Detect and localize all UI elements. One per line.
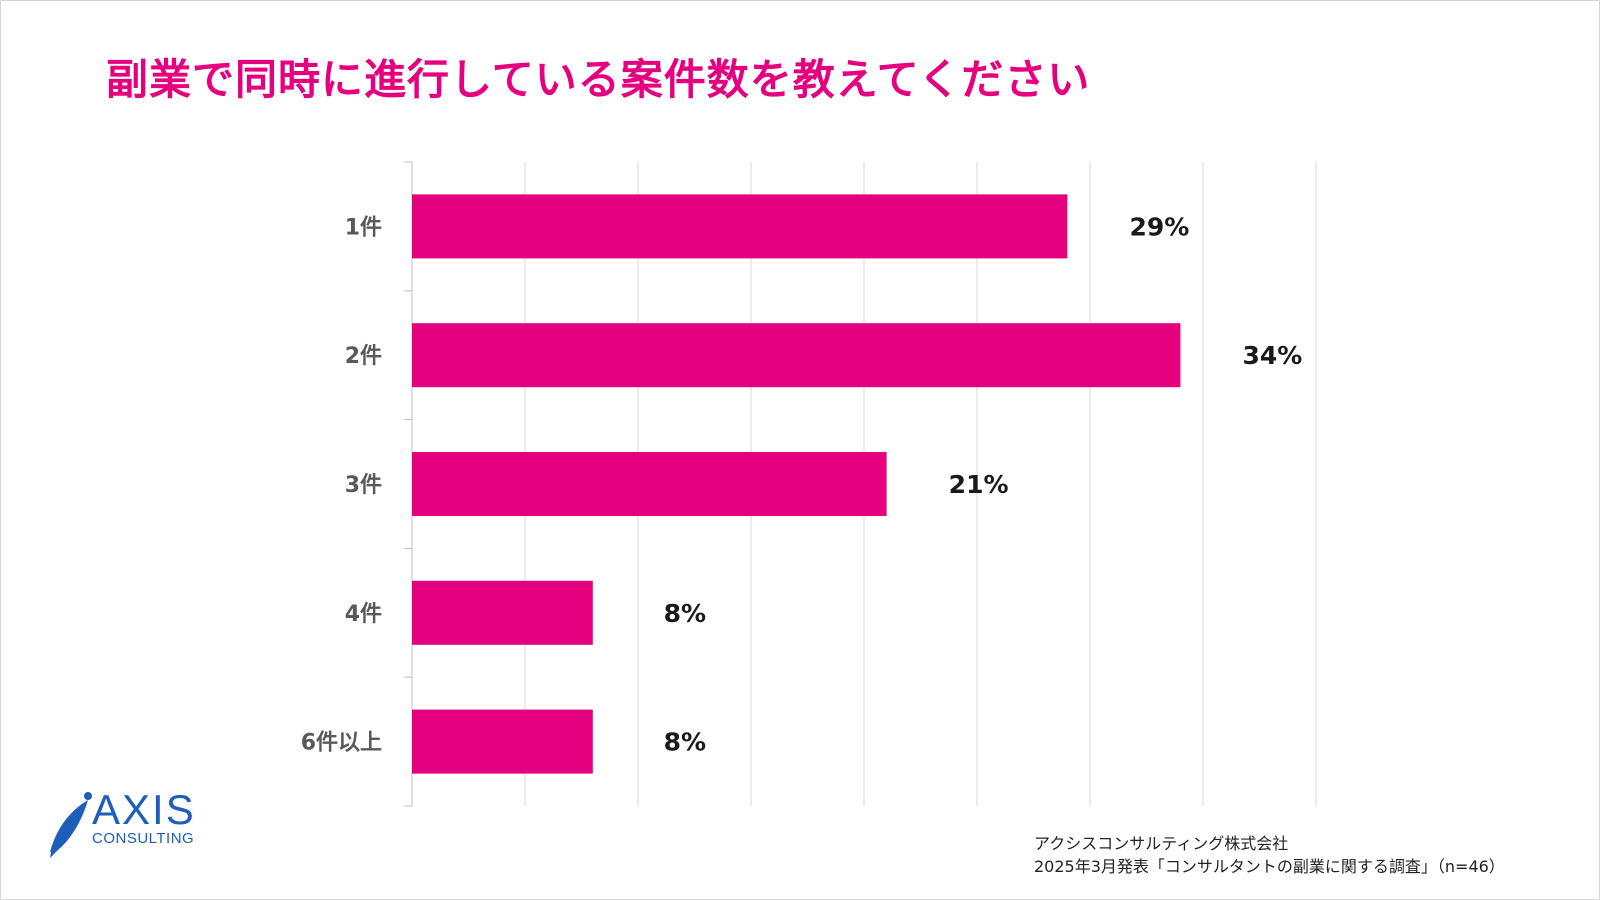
- bar: [412, 709, 593, 774]
- data-label: 34%: [1242, 341, 1302, 370]
- axis-consulting-logo: AXIS CONSULTING: [42, 786, 242, 860]
- rocket-icon: [50, 792, 92, 858]
- category-label: 2件: [345, 344, 382, 369]
- logo-wordmark: AXIS: [92, 786, 196, 833]
- bar: [412, 323, 1181, 388]
- category-label: 3件: [345, 473, 382, 498]
- data-label: 8%: [664, 728, 706, 757]
- data-label: 8%: [664, 599, 706, 628]
- bar: [412, 452, 887, 516]
- category-label: 1件: [345, 215, 382, 240]
- chart-title: 副業で同時に進行している案件数を教えてください: [106, 55, 1091, 104]
- category-label: 4件: [345, 602, 382, 627]
- source-survey: 2025年3月発表「コンサルタントの副業に関する調査」（n=46）: [1034, 857, 1505, 876]
- source-note: アクシスコンサルティング株式会社 2025年3月発表「コンサルタントの副業に関す…: [1034, 832, 1505, 878]
- bar: [412, 580, 593, 645]
- data-label: 29%: [1129, 212, 1189, 241]
- data-label: 21%: [949, 470, 1009, 499]
- bar: [412, 194, 1068, 259]
- logo-subtitle: CONSULTING: [92, 830, 195, 847]
- source-company: アクシスコンサルティング株式会社: [1034, 834, 1289, 853]
- category-label: 6件以上: [301, 731, 382, 756]
